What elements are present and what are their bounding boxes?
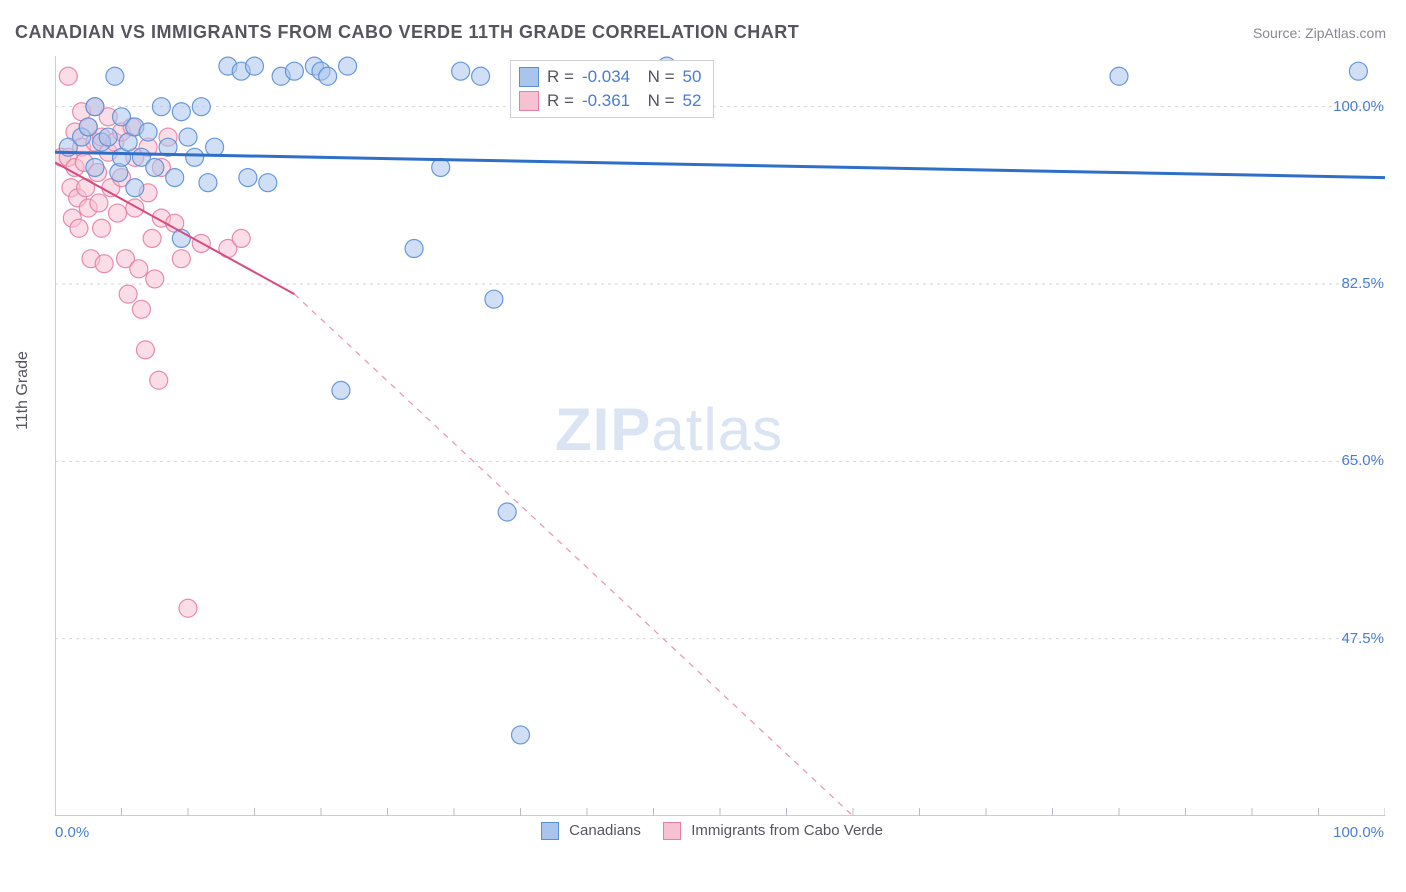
legend-r-label: R = <box>547 89 574 113</box>
watermark-rest: atlas <box>651 396 783 463</box>
legend-swatch-canadians <box>541 822 559 840</box>
legend-r-value-pink: -0.361 <box>582 89 630 113</box>
legend-r-label: R = <box>547 65 574 89</box>
y-tick-label: 65.0% <box>1341 452 1384 469</box>
y-tick-label: 47.5% <box>1341 630 1384 647</box>
legend-bottom: Canadians Immigrants from Cabo Verde <box>0 822 1406 840</box>
legend-stats-row-pink: R = -0.361 N = 52 <box>519 89 701 113</box>
y-tick-label: 82.5% <box>1341 275 1384 292</box>
chart-container: CANADIAN VS IMMIGRANTS FROM CABO VERDE 1… <box>0 0 1406 892</box>
legend-n-value-blue: 50 <box>683 65 702 89</box>
legend-n-value-pink: 52 <box>683 89 702 113</box>
legend-swatch-pink <box>519 91 539 111</box>
legend-r-value-blue: -0.034 <box>582 65 630 89</box>
y-tick-label: 100.0% <box>1333 98 1384 115</box>
chart-title: CANADIAN VS IMMIGRANTS FROM CABO VERDE 1… <box>15 22 799 43</box>
watermark-bold: ZIP <box>555 396 651 463</box>
source-name: ZipAtlas.com <box>1305 25 1386 41</box>
legend-label-cabo-verde: Immigrants from Cabo Verde <box>691 822 883 839</box>
legend-swatch-blue <box>519 67 539 87</box>
watermark: ZIPatlas <box>555 395 783 464</box>
y-axis-label: 11th Grade <box>14 351 32 430</box>
legend-stats-row-blue: R = -0.034 N = 50 <box>519 65 701 89</box>
legend-n-label: N = <box>638 89 674 113</box>
source-attribution: Source: ZipAtlas.com <box>1253 25 1386 41</box>
source-prefix: Source: <box>1253 25 1305 41</box>
legend-n-label: N = <box>638 65 674 89</box>
legend-stats-box: R = -0.034 N = 50 R = -0.361 N = 52 <box>510 60 714 118</box>
legend-swatch-cabo-verde <box>663 822 681 840</box>
legend-label-canadians: Canadians <box>569 822 641 839</box>
